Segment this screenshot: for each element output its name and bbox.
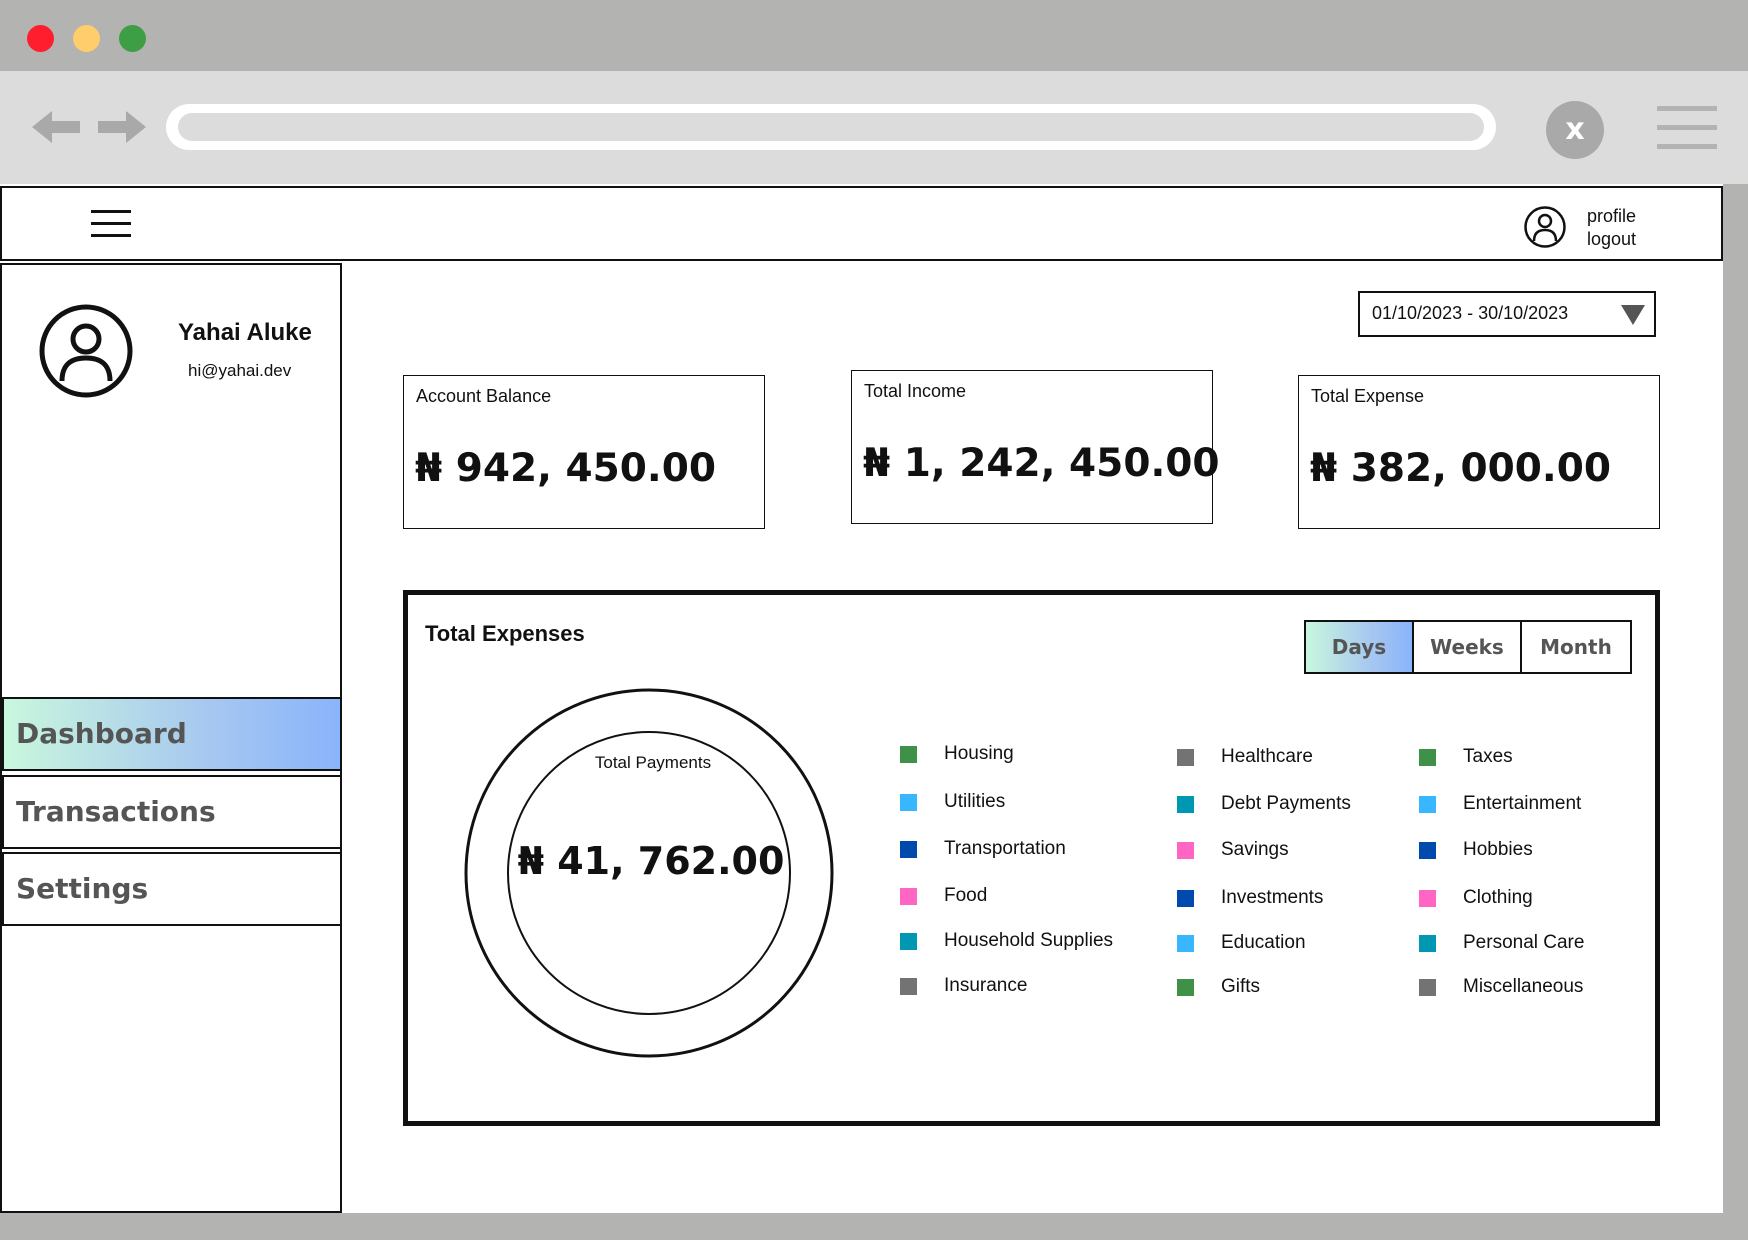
- legend-label: Insurance: [944, 975, 1028, 996]
- period-tabs: Days Weeks Month: [1304, 620, 1632, 674]
- stat-label: Account Balance: [416, 386, 552, 406]
- legend-swatch: [900, 794, 917, 811]
- stat-value: ₦ 382, 000.00: [1310, 446, 1612, 491]
- user-account-icon[interactable]: [1523, 205, 1567, 249]
- hamburger-menu-icon[interactable]: [91, 210, 133, 240]
- legend-label: Clothing: [1463, 887, 1533, 908]
- legend-swatch: [1419, 935, 1436, 952]
- account-balance-card: Account Balance ₦ 942, 450.00: [403, 375, 765, 529]
- forward-arrow-icon[interactable]: [98, 109, 146, 145]
- legend-label: Transportation: [944, 838, 1066, 859]
- legend-label: Household Supplies: [944, 930, 1114, 951]
- stat-label: Total Expense: [1311, 386, 1425, 406]
- legend-label: Debt Payments: [1221, 793, 1351, 814]
- window-maximize-dot[interactable]: [119, 25, 146, 52]
- legend-swatch: [1177, 935, 1194, 952]
- address-bar[interactable]: [166, 104, 1496, 150]
- top-navbar: profile logout: [0, 186, 1723, 261]
- legend-swatch: [1177, 796, 1194, 813]
- tab-month[interactable]: Month: [1522, 622, 1630, 672]
- legend-label: Entertainment: [1463, 793, 1582, 814]
- user-name: Yahai Aluke: [178, 319, 312, 346]
- total-expense-card: Total Expense ₦ 382, 000.00: [1298, 375, 1660, 529]
- legend-swatch: [1419, 890, 1436, 907]
- address-bar-field[interactable]: [178, 113, 1484, 141]
- legend-label: Investments: [1221, 887, 1324, 908]
- back-arrow-icon[interactable]: [32, 109, 80, 145]
- total-income-card: Total Income ₦ 1, 242, 450.00: [851, 370, 1220, 524]
- date-range-dropdown[interactable]: 01/10/2023 - 30/10/2023: [1358, 291, 1656, 337]
- browser-titlebar: [0, 0, 1748, 71]
- app-page: profile logout Yahai Aluke hi@yahai.dev …: [0, 184, 1723, 1213]
- legend-swatch: [900, 978, 917, 995]
- sidebar-item-settings[interactable]: Settings: [2, 852, 342, 926]
- legend-swatch: [1419, 749, 1436, 766]
- donut-label: Total Payments: [594, 753, 712, 772]
- legend-label: Taxes: [1463, 746, 1513, 767]
- legend-swatch: [900, 841, 917, 858]
- browser-toolbar: x: [0, 71, 1748, 184]
- sidebar-item-dashboard[interactable]: Dashboard: [2, 697, 342, 771]
- window-minimize-dot[interactable]: [73, 25, 100, 52]
- donut-value: ₦ 41, 762.00: [517, 839, 785, 883]
- legend-label: Miscellaneous: [1463, 976, 1584, 997]
- total-expenses-panel: Total Expenses Days Weeks Month Total Pa…: [403, 590, 1660, 1126]
- close-tab-button[interactable]: x: [1546, 101, 1604, 159]
- legend-label: Healthcare: [1221, 746, 1313, 767]
- caret-down-icon[interactable]: [1621, 305, 1645, 325]
- legend-label: Utilities: [944, 791, 1006, 812]
- logout-link[interactable]: logout: [1587, 229, 1637, 249]
- legend-swatch: [1177, 890, 1194, 907]
- browser-menu-icon[interactable]: [1657, 106, 1717, 150]
- legend-swatch: [1419, 796, 1436, 813]
- legend-label: Education: [1221, 932, 1306, 953]
- legend-swatch: [900, 746, 917, 763]
- legend-label: Food: [944, 885, 988, 906]
- legend-swatch: [900, 933, 917, 950]
- stat-value: ₦ 1, 242, 450.00: [863, 441, 1220, 486]
- legend-swatch: [1419, 842, 1436, 859]
- panel-title: Total Expenses: [425, 621, 585, 646]
- legend-label: Hobbies: [1463, 839, 1533, 860]
- legend-label: Savings: [1221, 839, 1289, 860]
- total-payments-donut: [464, 688, 834, 1058]
- legend-swatch: [900, 888, 917, 905]
- legend-label: Housing: [944, 743, 1014, 764]
- avatar-icon: [39, 304, 133, 398]
- legend-swatch: [1177, 842, 1194, 859]
- profile-link[interactable]: profile: [1587, 206, 1637, 226]
- tab-weeks[interactable]: Weeks: [1414, 622, 1522, 672]
- window-close-dot[interactable]: [27, 25, 54, 52]
- legend-label: Gifts: [1221, 976, 1261, 997]
- stat-value: ₦ 942, 450.00: [415, 446, 717, 491]
- tab-days[interactable]: Days: [1306, 622, 1414, 672]
- legend-swatch: [1419, 979, 1436, 996]
- stat-label: Total Income: [864, 381, 967, 401]
- date-range-value: 01/10/2023 - 30/10/2023: [1372, 303, 1569, 323]
- legend-label: Personal Care: [1463, 932, 1585, 953]
- user-email: hi@yahai.dev: [188, 361, 292, 380]
- legend-swatch: [1177, 979, 1194, 996]
- sidebar-item-transactions[interactable]: Transactions: [2, 775, 342, 849]
- legend-swatch: [1177, 749, 1194, 766]
- sidebar: Yahai Aluke hi@yahai.dev Dashboard Trans…: [0, 263, 342, 1213]
